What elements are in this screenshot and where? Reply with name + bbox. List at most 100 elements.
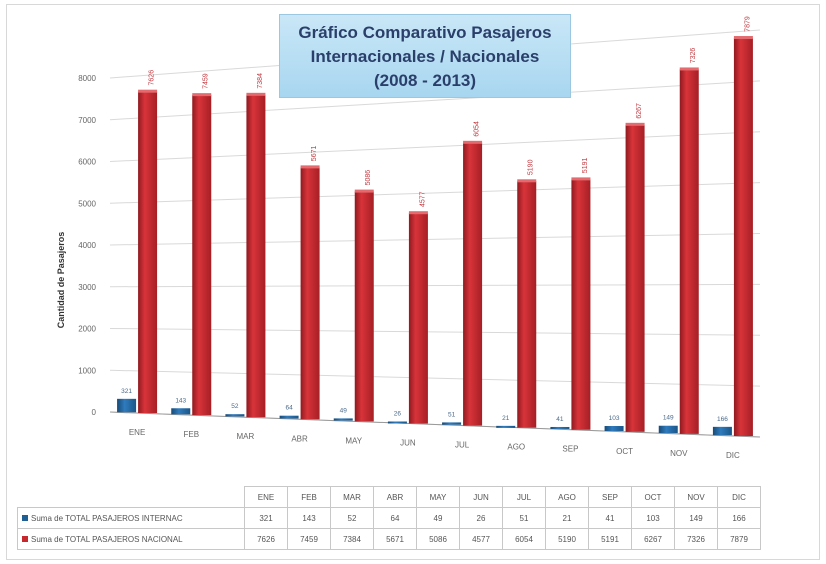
row-label-nacional-text: Suma de TOTAL PASAJEROS NACIONAL — [31, 534, 183, 544]
grid-line — [109, 233, 761, 246]
bar-nacional-oct — [625, 124, 645, 432]
data-label-nacional: 5190 — [528, 159, 535, 175]
x-tick-label: NOV — [670, 449, 688, 458]
bar-nacional-nov — [679, 69, 699, 434]
data-label-nacional: 4577 — [419, 191, 426, 207]
table-cell: 21 — [545, 507, 589, 529]
data-label-nacional: 7626 — [149, 70, 156, 86]
table-cell: 6267 — [631, 528, 675, 550]
title-line-1: Gráfico Comparativo Pasajeros — [298, 23, 552, 42]
bar-internacional-feb — [171, 408, 191, 415]
legend-swatch-nacional — [22, 536, 28, 543]
table-cell: 6054 — [502, 528, 546, 550]
y-axis-label: Cantidad de Pasajeros — [56, 232, 66, 329]
data-label-nacional: 6267 — [636, 103, 643, 119]
data-label-nacional: 7326 — [690, 48, 697, 64]
bar-nacional-feb — [192, 95, 212, 416]
table-cell: 7326 — [674, 528, 718, 550]
y-tick-label: 4000 — [78, 241, 96, 250]
x-tick-label: MAR — [237, 432, 255, 441]
table-header-abr: ABR — [373, 486, 417, 508]
data-label-nacional: 7879 — [744, 16, 751, 32]
data-label-nacional: 7459 — [203, 73, 210, 89]
table-cell: 4577 — [459, 528, 503, 550]
bar-top-nacional — [246, 92, 266, 96]
table-cell: 166 — [717, 507, 761, 529]
bar-internacional-abr — [279, 415, 299, 419]
y-tick-label: 7000 — [78, 116, 96, 125]
data-label-nacional: 7384 — [257, 73, 264, 89]
data-label-nacional: 5191 — [582, 158, 589, 174]
bar-internacional-ago — [496, 425, 516, 428]
data-label-nacional: 6054 — [474, 121, 481, 137]
chart-title: Gráfico Comparativo Pasajeros Internacio… — [279, 14, 571, 98]
x-tick-label: ENE — [129, 428, 145, 437]
table-cell: 5190 — [545, 528, 589, 550]
table-cell: 321 — [244, 507, 288, 529]
table-header-jul: JUL — [502, 486, 546, 508]
table-cell: 5086 — [416, 528, 460, 550]
bar-internacional-jun — [387, 421, 407, 424]
x-tick-label: JUN — [400, 438, 416, 447]
grid-line — [109, 131, 761, 162]
x-tick-label: ABR — [291, 434, 308, 443]
x-tick-label: JUL — [455, 441, 470, 450]
y-tick-label: 6000 — [78, 158, 96, 167]
y-tick-label: 0 — [92, 408, 97, 417]
bar-top-nacional — [354, 189, 374, 193]
bar-nacional-dic — [733, 38, 753, 436]
bar-internacional-mar — [225, 414, 245, 417]
bar-internacional-oct — [604, 426, 624, 432]
table-cell: 51 — [502, 507, 546, 529]
bar-internacional-may — [333, 418, 353, 421]
x-tick-label: MAY — [345, 436, 362, 445]
data-label-internacional: 21 — [502, 415, 510, 422]
x-tick-label: FEB — [183, 430, 199, 439]
y-tick-label: 3000 — [78, 283, 96, 292]
bar-nacional-may — [354, 191, 374, 422]
table-row-internacional: Suma de TOTAL PASAJEROS INTERNAC 321 143 5… — [17, 507, 761, 529]
table-cell: 52 — [330, 507, 374, 529]
data-label-internacional: 149 — [663, 415, 674, 422]
bar-internacional-jul — [442, 422, 462, 425]
x-tick-label: OCT — [616, 447, 633, 456]
table-cell: 7459 — [287, 528, 331, 550]
table-header-may: MAY — [416, 486, 460, 508]
y-tick-label: 8000 — [78, 74, 96, 83]
bar-top-nacional — [571, 177, 591, 181]
data-label-internacional: 166 — [717, 416, 728, 423]
table-cell: 64 — [373, 507, 417, 529]
row-label-nacional: Suma de TOTAL PASAJEROS NACIONAL — [17, 528, 245, 550]
data-label-internacional: 51 — [448, 411, 456, 418]
bar-top-nacional — [192, 93, 212, 97]
bar-internacional-nov — [658, 425, 678, 434]
table-cell: 7384 — [330, 528, 374, 550]
chart-plot: 0 1000 2000 3000 4000 5000 6000 7000 8000 321 762… — [56, 16, 761, 460]
table-header-nov: NOV — [674, 486, 718, 508]
grid-line — [109, 182, 761, 204]
table-header-ago: AGO — [545, 486, 589, 508]
grid-line — [109, 283, 761, 288]
table-cell: 149 — [674, 507, 718, 529]
title-line-3: (2008 - 2013) — [373, 71, 477, 90]
table-header-sep: SEP — [588, 486, 632, 508]
data-label-internacional: 321 — [121, 388, 132, 395]
y-tick-label: 5000 — [78, 199, 96, 208]
title-line-2: Internacionales / Nacionales — [310, 47, 540, 66]
table-header-dic: DIC — [717, 486, 761, 508]
grid-line — [109, 80, 761, 121]
table-cell: 5191 — [588, 528, 632, 550]
x-tick-label: AGO — [507, 443, 525, 452]
table-row-nacional: Suma de TOTAL PASAJEROS NACIONAL 7626 745… — [17, 528, 761, 550]
bar-nacional-ene — [138, 91, 158, 414]
table-header-feb: FEB — [287, 486, 331, 508]
bar-top-nacional — [733, 36, 753, 40]
table-cell: 26 — [459, 507, 503, 529]
data-label-internacional: 103 — [609, 415, 620, 422]
data-label-internacional: 52 — [231, 403, 239, 410]
data-table: ENE FEB MAR ABR MAY JUN JUL AGO SEP OCT NOV DIC Sum… — [17, 486, 761, 550]
data-label-internacional: 41 — [556, 416, 564, 423]
table-header-row: ENE FEB MAR ABR MAY JUN JUL AGO SEP OCT NOV DIC — [17, 486, 761, 508]
x-tick-label: SEP — [562, 445, 578, 454]
table-cell: 5671 — [373, 528, 417, 550]
